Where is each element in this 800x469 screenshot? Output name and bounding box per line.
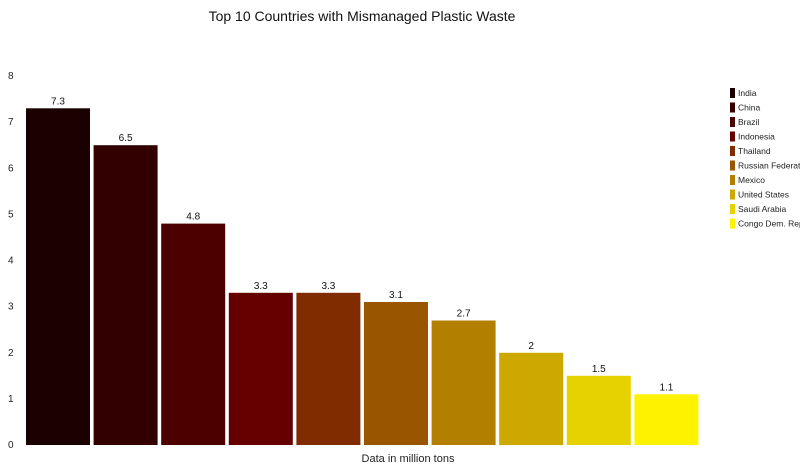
legend-label: Indonesia [738,132,775,142]
bar-value-label: 3.1 [389,290,403,301]
y-tick-label: 2 [8,348,14,359]
chart-title: Top 10 Countries with Mismanaged Plastic… [209,8,516,24]
legend-swatch [730,146,735,156]
y-tick-label: 5 [8,209,14,220]
bar-thailand [296,292,361,445]
bar-indonesia [228,292,293,445]
legend-swatch [730,102,735,113]
bar-value-label: 2 [528,341,534,352]
bar-value-label: 2.7 [457,309,471,320]
x-axis-label: Data in million tons [362,453,455,465]
bars [26,108,699,446]
y-tick-label: 3 [8,302,14,313]
bar-russian-federation [364,302,428,445]
bar-brazil [161,223,226,445]
y-tick-label: 8 [8,71,14,82]
legend-swatch [730,88,735,98]
legend-label: Thailand [738,146,771,156]
legend-swatch [730,189,735,200]
legend-label: Saudi Arabia [738,204,786,214]
legend-swatch [730,204,735,214]
legend-swatch [730,117,735,127]
y-tick-label: 4 [8,256,14,267]
legend-label: India [738,88,757,98]
legend-swatch [730,160,735,171]
bar-value-label: 7.3 [51,96,65,107]
bar-china [93,145,158,445]
legend-label: Russian Federation [738,161,800,171]
legend-label: China [738,103,760,113]
legend-label: Brazil [738,117,759,127]
legend-swatch [730,131,735,142]
value-labels: 7.3 6.5 4.8 3.3 3.3 3.1 2.7 2 1.5 1.1 [51,96,674,393]
bar-united-states [499,352,564,446]
bar-value-label: 3.3 [254,281,268,292]
legend-swatch [730,175,735,185]
bar-value-label: 3.3 [321,281,335,292]
y-tick-label: 7 [8,117,14,128]
y-tick-label: 1 [8,394,14,405]
bar-value-label: 4.8 [186,212,200,223]
bar-value-label: 6.5 [119,133,133,144]
bar-congo-dem-rep [634,394,699,445]
legend-label: United States [738,190,789,200]
bar-mexico [431,320,496,445]
y-axis: 0 1 2 3 4 5 6 7 8 [8,71,14,451]
legend-label: Congo Dem. Rep [738,219,800,229]
bar-india [26,108,90,446]
y-tick-label: 6 [8,163,14,174]
y-tick-label: 0 [8,440,14,451]
legend: India China Brazil Indonesia Thailand Russian… [730,88,800,229]
bar-value-label: 1.5 [592,364,606,375]
legend-label: Mexico [738,175,765,185]
bar-saudi-arabia [566,375,631,445]
bar-value-label: 1.1 [659,382,673,393]
legend-swatch [730,218,735,229]
